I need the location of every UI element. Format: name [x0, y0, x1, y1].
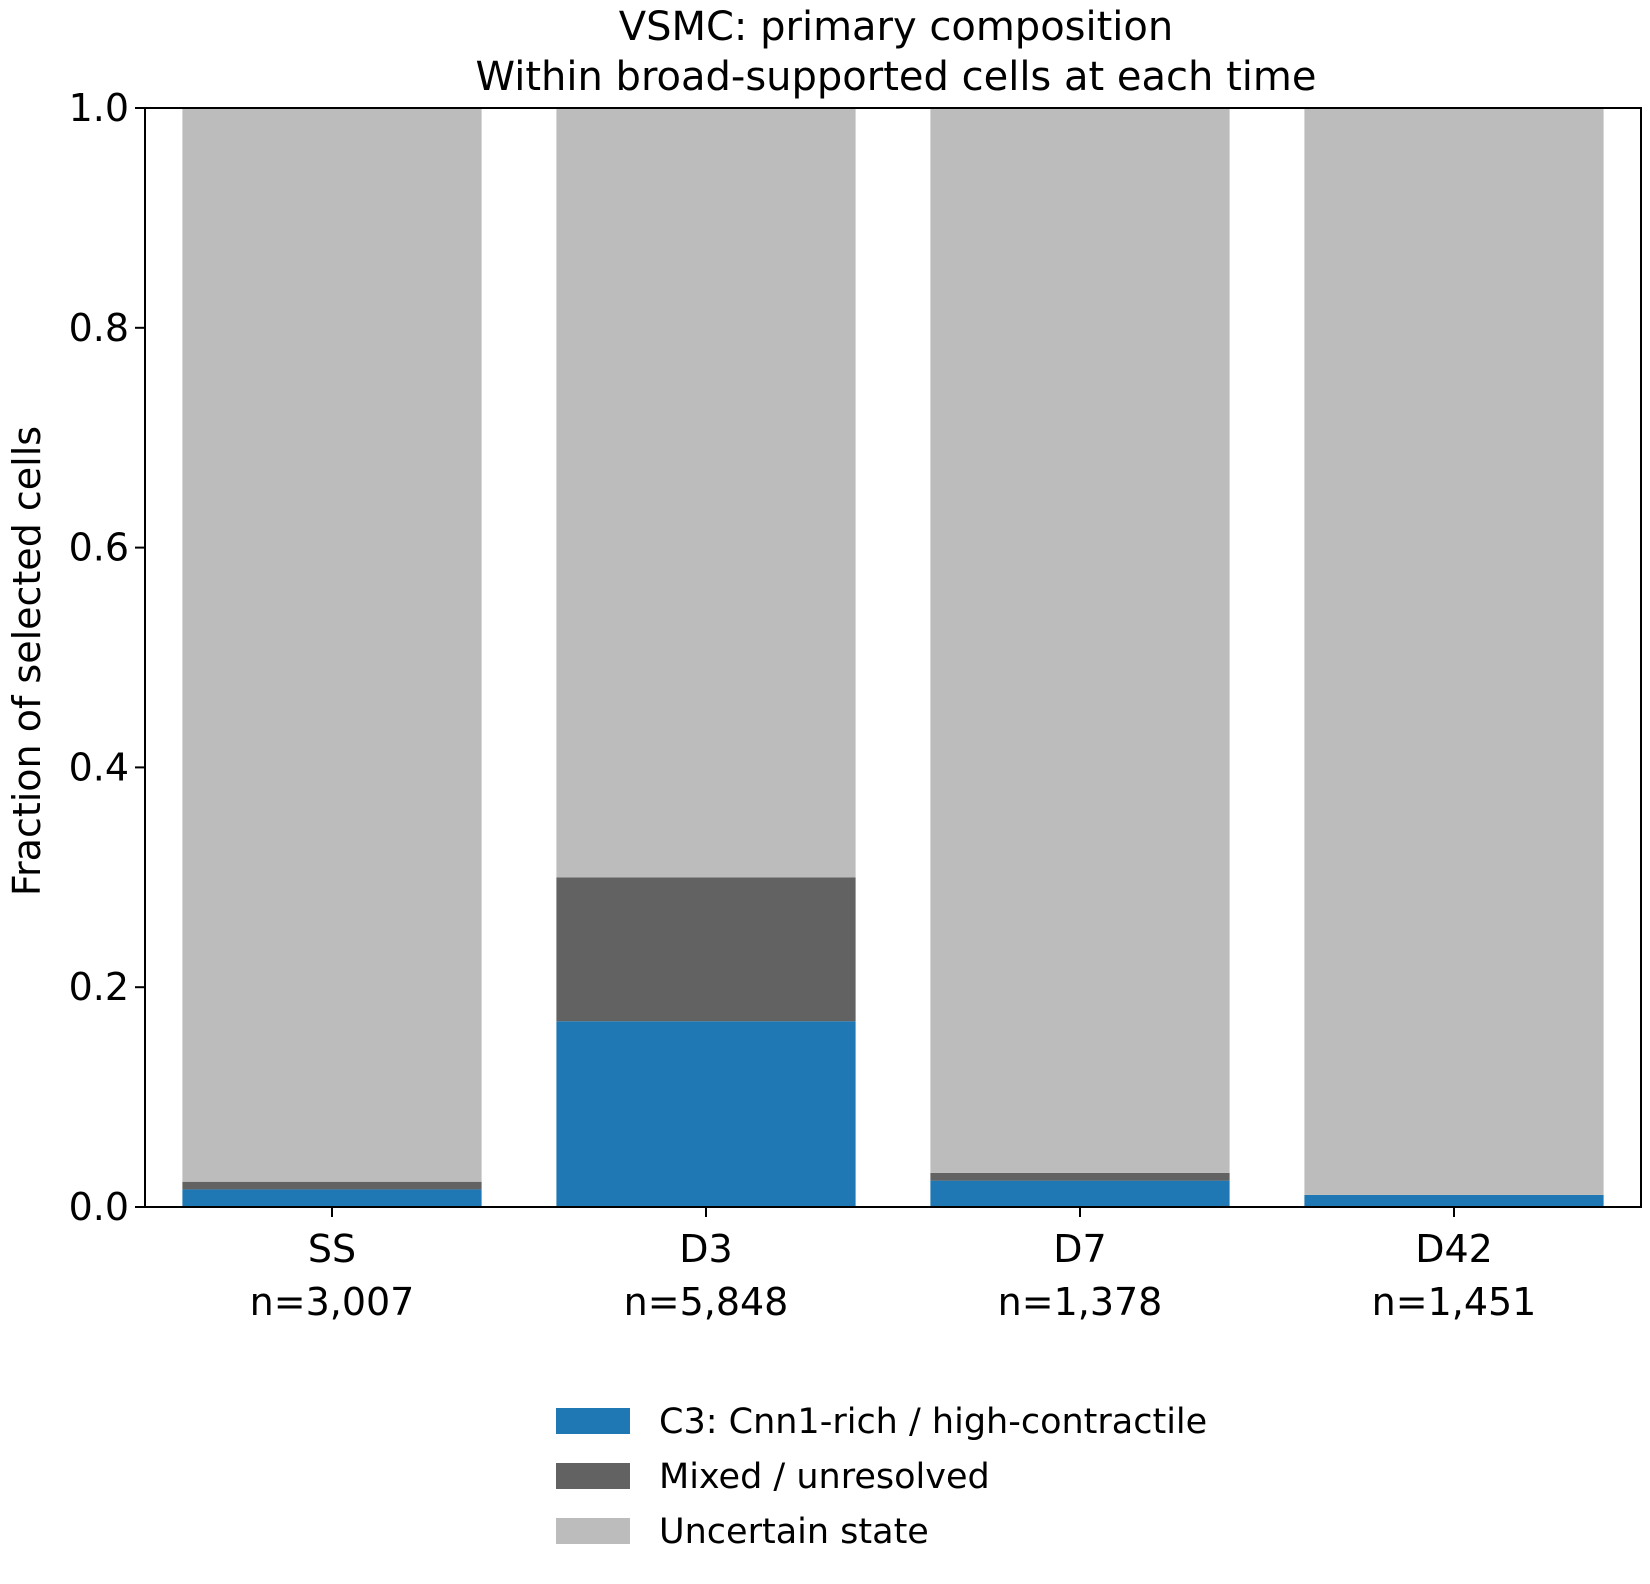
legend-swatch [556, 1463, 630, 1489]
legend: C3: Cnn1-rich / high-contractile Mixed / … [556, 1402, 1207, 1552]
bar-segment-ss-series-2 [182, 1181, 482, 1190]
legend-swatch [556, 1518, 630, 1544]
y-tick-label: 0.4 [69, 745, 129, 789]
x-tick-count-label: n=5,848 [624, 1280, 789, 1324]
bar-segment-d7-series-2 [930, 1172, 1230, 1181]
bar-segment-d3-series-3 [556, 108, 856, 878]
legend-label: C3: Cnn1-rich / high-contractile [659, 1402, 1207, 1442]
plot-area: 0.0 0.2 0.4 0.6 0.8 1.0 SS n=3,007 D3 n=5,848 D7 n=… [69, 86, 1642, 1324]
y-tick-label: 0.8 [69, 306, 129, 350]
bar-segment-ss-series-1 [182, 1189, 482, 1207]
bar-segment-d42-series-3 [1304, 108, 1604, 1195]
chart-subtitle: Within broad-supported cells at each tim… [476, 54, 1317, 100]
bar-segment-d7-series-1 [930, 1180, 1230, 1207]
bar-segment-d3-series-1 [556, 1021, 856, 1207]
x-tick-count-label: n=1,378 [998, 1280, 1163, 1324]
bar-segment-d7-series-3 [930, 108, 1230, 1173]
bar-segment-d3-series-2 [556, 877, 856, 1022]
legend-label: Mixed / unresolved [659, 1457, 990, 1497]
x-tick-label: D7 [1053, 1227, 1106, 1271]
chart-title: VSMC: primary composition [619, 4, 1174, 50]
x-tick-label: D42 [1415, 1227, 1493, 1271]
y-tick-label: 0.0 [69, 1185, 129, 1229]
legend-label: Uncertain state [659, 1512, 929, 1552]
y-tick-label: 0.6 [69, 526, 129, 570]
y-tick-label: 1.0 [69, 86, 129, 130]
x-tick-label: SS [308, 1227, 356, 1271]
y-axis-label: Fraction of selected cells [5, 426, 49, 896]
axes-frame [144, 107, 1642, 1208]
bar-segment-ss-series-3 [182, 108, 482, 1182]
y-tick-label: 0.2 [69, 965, 129, 1009]
bar-segment-d42-series-1 [1304, 1194, 1604, 1207]
x-tick-count-label: n=3,007 [250, 1280, 415, 1324]
legend-swatch [556, 1408, 630, 1434]
x-tick-count-label: n=1,451 [1372, 1280, 1537, 1324]
x-tick-label: D3 [679, 1227, 732, 1271]
